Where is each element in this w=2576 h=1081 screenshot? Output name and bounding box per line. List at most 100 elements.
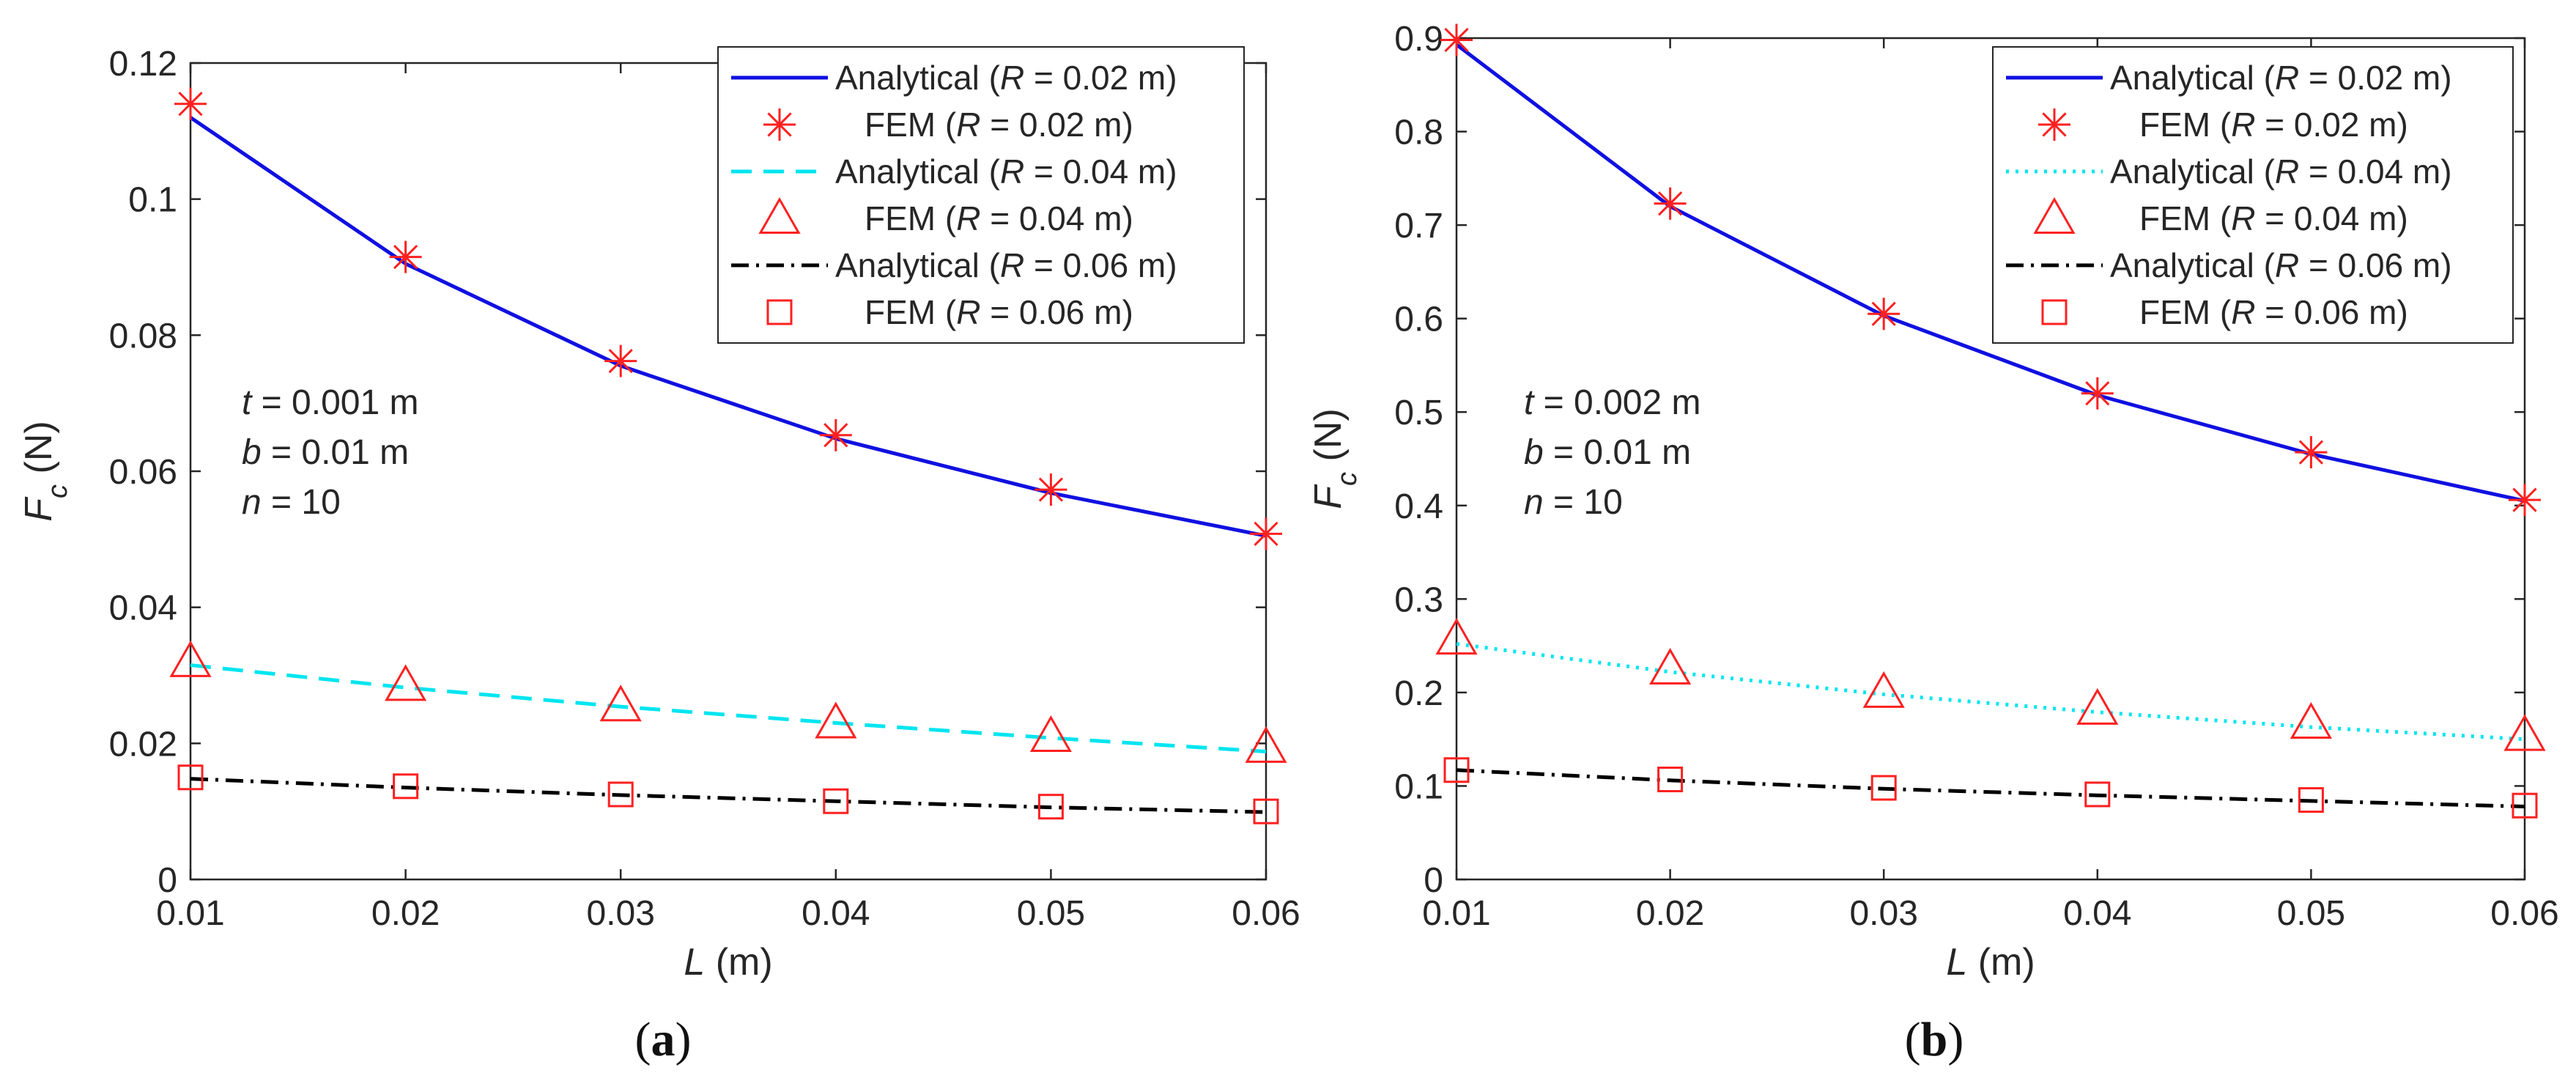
y-tick-label: 0.5 [1394, 394, 1443, 432]
series-marker-1 [1250, 517, 1282, 550]
legend-swatch-1 [2038, 108, 2070, 141]
legend-entry-0: Analytical (R = 0.02 m) [2110, 59, 2452, 97]
panel-b: 0.01 0.02 0.03 0.04 0.05 0.06 0 0.1 0.2 0.3 0.4 0.5… [1307, 20, 2559, 1066]
x-tick-label: 0.02 [371, 894, 440, 933]
legend-swatch-1 [763, 108, 796, 141]
y-tick-label: 0.06 [109, 453, 177, 492]
y-tick-label: 0.1 [128, 181, 177, 220]
y-tick-label: 0.7 [1394, 207, 1443, 246]
series-marker-3 [1649, 647, 1692, 685]
y-tick-label: 0.04 [109, 589, 177, 628]
series-marker-5 [1037, 794, 1064, 820]
legend-entry-1: FEM (R = 0.02 m) [2139, 106, 2408, 144]
series-marker-3 [1245, 726, 1287, 763]
series-line-0 [1455, 43, 2525, 503]
series-marker-1 [604, 344, 637, 377]
y-tick-label: 0.02 [109, 725, 177, 764]
series-marker-3 [169, 640, 212, 677]
series-marker-5 [823, 788, 849, 814]
y-tick-label: 0 [158, 861, 177, 900]
series-marker-3 [599, 685, 642, 722]
x-tick-label: 0.01 [1422, 894, 1490, 933]
legend-swatch-3 [758, 196, 801, 234]
x-tick-label: 0.04 [802, 894, 870, 933]
series-marker-5 [393, 773, 419, 800]
series-line-4 [1456, 768, 2525, 809]
legend-entry-5: FEM (R = 0.06 m) [2139, 293, 2408, 331]
series-marker-5 [1870, 775, 1897, 801]
series-marker-1 [1035, 473, 1067, 506]
parameter-annotation: b = 0.01 m [242, 433, 409, 472]
parameter-annotation: t = 0.002 m [1524, 383, 1700, 422]
x-tick-label: 0.01 [156, 894, 224, 933]
y-tick-label: 0.6 [1394, 300, 1443, 339]
series-marker-1 [2081, 377, 2114, 410]
y-tick-label: 0.2 [1394, 674, 1443, 713]
legend-swatch-3 [2033, 196, 2076, 234]
panel-a: 0.01 0.02 0.03 0.04 0.05 0.06 0 0.02 0.04 0.06 0.0… [18, 45, 1300, 1066]
series-line-0 [189, 116, 1267, 538]
legend-entry-5: FEM (R = 0.06 m) [865, 293, 1133, 331]
x-tick-label: 0.06 [1232, 894, 1300, 933]
legend-swatch-5 [2041, 299, 2068, 325]
x-axis-label: L (m) [1946, 941, 2035, 984]
legend-entry-1: FEM (R = 0.02 m) [865, 106, 1133, 144]
y-tick-label: 0.08 [109, 317, 177, 355]
y-tick-label: 0.9 [1394, 20, 1443, 59]
y-tick-label: 0.8 [1394, 114, 1443, 152]
series-marker-1 [819, 418, 852, 451]
x-tick-label: 0.02 [1636, 894, 1704, 933]
legend-entry-2: Analytical (R = 0.04 m) [835, 152, 1177, 191]
series-marker-3 [815, 701, 857, 739]
series-marker-1 [174, 87, 207, 120]
legend-swatch-5 [766, 299, 793, 325]
x-tick-label: 0.06 [2490, 894, 2558, 933]
panel-label: (a) [635, 1013, 692, 1066]
series-marker-3 [1029, 715, 1072, 753]
y-tick-label: 0.3 [1394, 580, 1443, 619]
series-marker-5 [607, 781, 634, 808]
x-tick-label: 0.05 [1017, 894, 1085, 933]
series-marker-3 [1862, 671, 1905, 708]
series-marker-1 [389, 240, 422, 273]
series-marker-1 [2509, 484, 2541, 517]
y-tick-label: 0.1 [1394, 767, 1443, 806]
series-marker-5 [1253, 798, 1279, 824]
legend-box [1992, 46, 2514, 344]
series-marker-1 [1654, 187, 1687, 220]
legend-entry-3: FEM (R = 0.04 m) [2139, 199, 2408, 237]
series-marker-1 [2295, 436, 2328, 469]
series-marker-5 [177, 764, 204, 791]
series-marker-3 [385, 664, 427, 701]
legend-entry-3: FEM (R = 0.04 m) [865, 199, 1133, 237]
y-tick-label: 0.12 [109, 45, 177, 84]
parameter-annotation: n = 10 [1524, 483, 1623, 522]
legend-entry-4: Analytical (R = 0.06 m) [835, 246, 1177, 284]
series-marker-1 [1868, 298, 1900, 331]
legend-entry-0: Analytical (R = 0.02 m) [835, 59, 1177, 97]
series-marker-5 [2084, 781, 2111, 808]
y-axis-label: Fc (N) [18, 421, 73, 521]
x-tick-label: 0.04 [2063, 894, 2131, 933]
series-marker-3 [2503, 714, 2546, 751]
parameter-annotation: t = 0.001 m [242, 383, 418, 422]
x-tick-label: 0.05 [2277, 894, 2345, 933]
series-marker-5 [1657, 767, 1684, 793]
series-line-2 [190, 663, 1267, 753]
legend-entry-2: Analytical (R = 0.04 m) [2110, 152, 2452, 191]
y-axis-label: Fc (N) [1307, 408, 1363, 509]
series-marker-5 [1443, 757, 1470, 783]
parameter-annotation: n = 10 [242, 483, 341, 522]
series-line-4 [190, 777, 1267, 814]
series-marker-5 [2512, 792, 2538, 819]
series-marker-3 [2076, 687, 2119, 725]
x-tick-label: 0.03 [586, 894, 654, 933]
y-tick-label: 0.4 [1394, 487, 1443, 526]
panel-label: (b) [1905, 1013, 1964, 1066]
series-marker-3 [2290, 701, 2332, 739]
legend-box [717, 46, 1245, 344]
x-axis-label: L (m) [684, 941, 772, 984]
x-tick-label: 0.03 [1849, 894, 1917, 933]
parameter-annotation: b = 0.01 m [1524, 433, 1691, 472]
